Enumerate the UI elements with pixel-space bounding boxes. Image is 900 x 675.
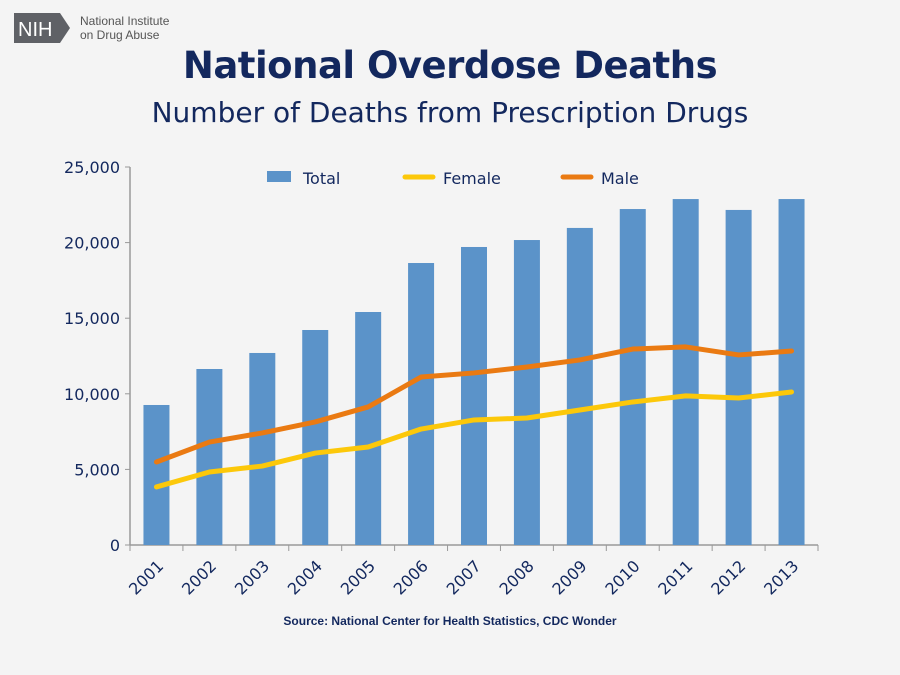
y-tick-label: 5,000 [74,460,120,479]
x-tick-label: 2010 [601,556,643,598]
x-tick-label: 2013 [760,556,802,598]
nih-logo-mark: NIH [14,13,70,43]
x-tick-label: 2003 [231,556,273,598]
legend-label-male: Male [601,169,639,188]
legend-label-total: Total [302,169,340,188]
x-tick-label: 2001 [125,556,167,598]
logo-line2: on Drug Abuse [80,28,160,42]
bar-total [566,227,593,545]
x-tick-label: 2005 [337,556,379,598]
chart-subtitle: Number of Deaths from Prescription Drugs [151,96,749,129]
x-tick-label: 2007 [443,556,485,598]
x-tick-label: 2002 [178,556,220,598]
nida-logo: NIH National Institute on Drug Abuse [14,13,169,43]
bar-total [196,369,223,545]
x-tick-label: 2008 [496,556,538,598]
y-tick-label: 10,000 [64,385,120,404]
bar-total [408,263,435,545]
y-tick-label: 20,000 [64,234,120,253]
chart-title: National Overdose Deaths [182,44,718,87]
bar-total [302,329,329,545]
x-tick-label: 2004 [284,556,326,598]
x-tick-label: 2006 [390,556,432,598]
bar-total [143,404,170,545]
bar-total [513,240,540,545]
y-tick-label: 0 [110,536,120,555]
x-tick-label: 2012 [707,556,749,598]
source-note: Source: National Center for Health Stati… [283,614,617,628]
legend-label-female: Female [443,169,501,188]
bar-total [355,312,382,545]
legend-swatch-total [267,171,291,182]
x-tick-label: 2011 [654,556,696,598]
y-tick-label: 25,000 [64,158,120,177]
svg-text:NIH: NIH [18,19,52,41]
bar-total [778,199,805,546]
x-tick-label: 2009 [548,556,590,598]
bar-total [619,209,646,545]
bar-total [461,246,487,545]
y-tick-label: 15,000 [64,309,120,328]
bar-total [672,199,699,546]
bar-total [725,209,752,545]
bar-total [249,352,276,545]
logo-line1: National Institute [80,14,170,28]
